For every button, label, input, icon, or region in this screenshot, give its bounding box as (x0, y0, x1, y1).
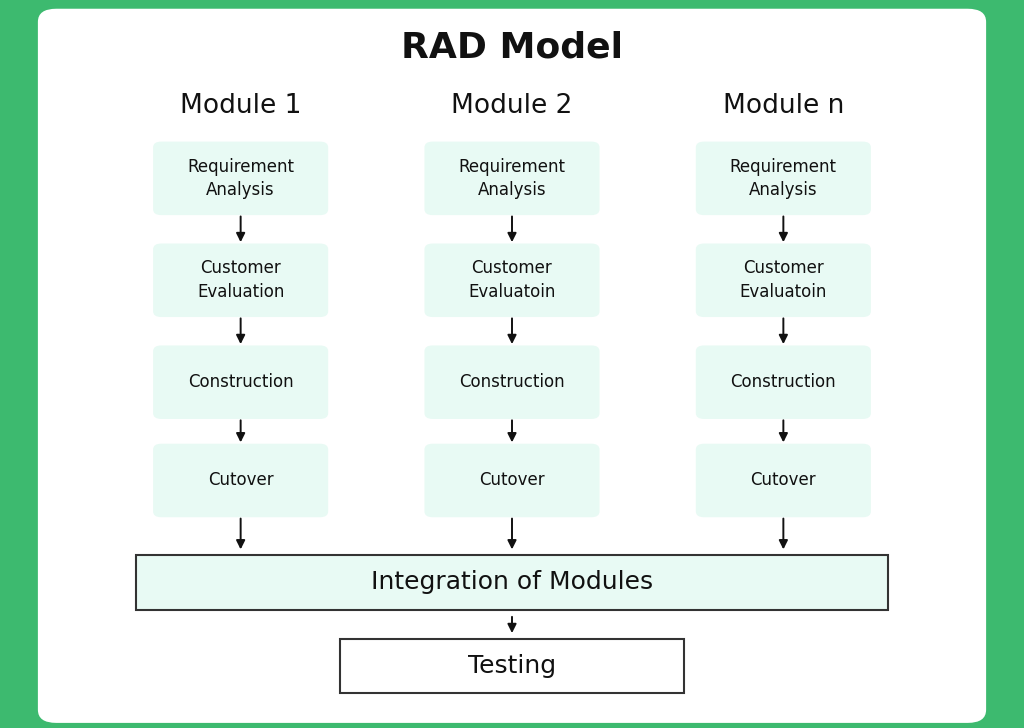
Text: RAD Model: RAD Model (401, 31, 623, 64)
Text: Requirement
Analysis: Requirement Analysis (730, 157, 837, 199)
FancyBboxPatch shape (153, 443, 328, 517)
Text: Construction: Construction (730, 373, 837, 391)
FancyBboxPatch shape (424, 243, 599, 317)
FancyBboxPatch shape (153, 243, 328, 317)
Text: Customer
Evaluation: Customer Evaluation (197, 259, 285, 301)
FancyBboxPatch shape (340, 639, 684, 693)
FancyBboxPatch shape (696, 443, 870, 517)
FancyBboxPatch shape (153, 346, 328, 419)
FancyBboxPatch shape (696, 141, 870, 215)
Text: Construction: Construction (459, 373, 565, 391)
FancyBboxPatch shape (696, 346, 870, 419)
FancyBboxPatch shape (135, 555, 888, 610)
Text: Integration of Modules: Integration of Modules (371, 571, 653, 594)
FancyBboxPatch shape (696, 243, 870, 317)
FancyBboxPatch shape (153, 141, 328, 215)
FancyBboxPatch shape (424, 443, 599, 517)
Text: Requirement
Analysis: Requirement Analysis (459, 157, 565, 199)
Text: Customer
Evaluatoin: Customer Evaluatoin (739, 259, 827, 301)
Text: Module 2: Module 2 (452, 92, 572, 119)
Text: Customer
Evaluatoin: Customer Evaluatoin (468, 259, 556, 301)
Text: Construction: Construction (187, 373, 294, 391)
Text: Cutover: Cutover (208, 472, 273, 489)
FancyBboxPatch shape (38, 9, 986, 723)
Text: Module 1: Module 1 (180, 92, 301, 119)
Text: Requirement
Analysis: Requirement Analysis (187, 157, 294, 199)
Text: Cutover: Cutover (479, 472, 545, 489)
FancyBboxPatch shape (424, 141, 599, 215)
Text: Module n: Module n (723, 92, 844, 119)
Text: Cutover: Cutover (751, 472, 816, 489)
FancyBboxPatch shape (424, 346, 599, 419)
Text: Testing: Testing (468, 654, 556, 678)
